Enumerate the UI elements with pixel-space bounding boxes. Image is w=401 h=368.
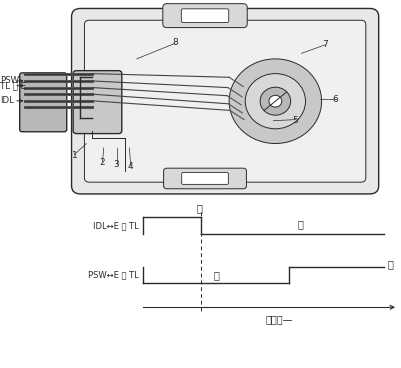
Text: 5: 5 [292,116,298,125]
Circle shape [229,59,321,144]
Text: 断: 断 [213,270,219,280]
Text: 通: 通 [387,259,393,270]
Text: 通: 通 [196,203,201,213]
FancyBboxPatch shape [84,20,365,182]
Text: 4: 4 [128,162,133,171]
Text: 节气门—: 节气门— [265,314,292,324]
Text: 3: 3 [113,160,119,169]
FancyBboxPatch shape [71,8,378,194]
Text: TL 或 E: TL 或 E [0,81,26,90]
Text: PSW: PSW [0,77,19,85]
Text: 1: 1 [71,151,77,160]
FancyBboxPatch shape [20,73,67,132]
FancyBboxPatch shape [163,168,246,189]
Text: 2: 2 [99,158,105,167]
Circle shape [259,87,290,115]
Text: 6: 6 [332,95,338,104]
Text: IDL: IDL [0,96,14,105]
FancyBboxPatch shape [73,71,122,134]
Text: 7: 7 [321,40,327,49]
Circle shape [268,95,281,107]
FancyBboxPatch shape [162,4,247,28]
FancyBboxPatch shape [181,173,228,184]
Text: 断: 断 [297,219,303,229]
Circle shape [245,74,305,129]
FancyBboxPatch shape [181,9,228,22]
Text: IDL↔E 或 TL: IDL↔E 或 TL [93,221,138,230]
Text: PSW↔E 或 TL: PSW↔E 或 TL [88,270,138,280]
Text: 8: 8 [172,38,177,47]
